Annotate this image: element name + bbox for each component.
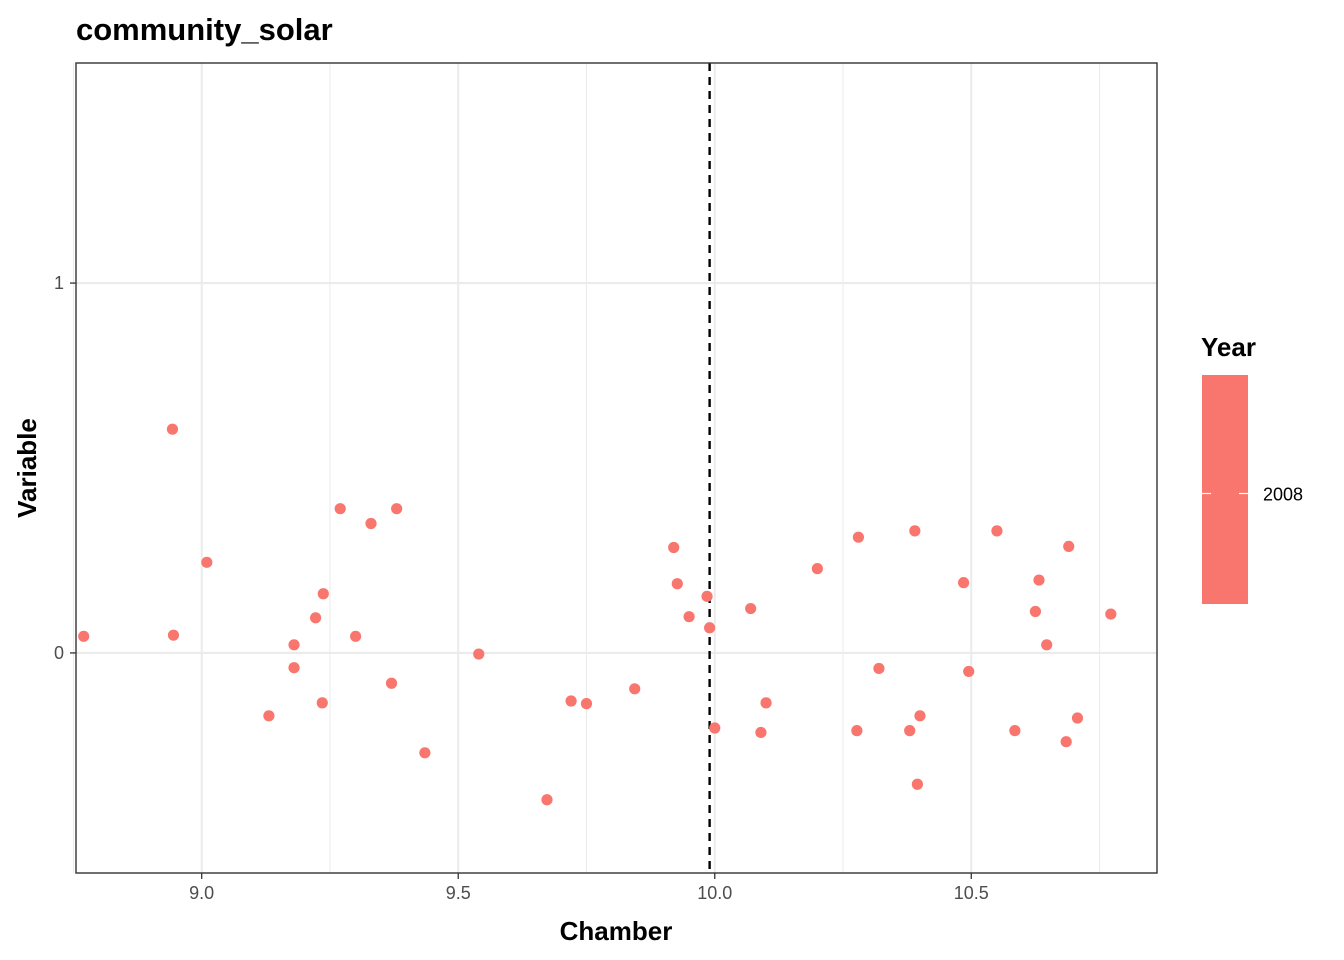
legend-ticks: 2008 (1202, 485, 1303, 505)
data-point (911, 778, 924, 790)
data-point (1071, 712, 1084, 724)
data-point (745, 602, 757, 615)
plot-panel-border (75, 62, 1158, 874)
data-point (629, 683, 641, 695)
data-point (811, 563, 823, 575)
data-point (167, 629, 180, 641)
data-point (873, 662, 885, 675)
data-point (317, 588, 329, 600)
data-point (671, 578, 683, 590)
data-point (704, 622, 716, 634)
minor-gridlines (72, 63, 1101, 873)
chart-title: community_solar (76, 12, 333, 47)
data-point (909, 525, 921, 537)
data-point (755, 726, 767, 739)
data-point (541, 794, 553, 806)
data-point (78, 630, 90, 642)
data-point (580, 698, 593, 710)
data-point (851, 725, 863, 737)
legend: Year 2008 (1201, 332, 1303, 604)
data-point (565, 695, 577, 707)
data-point (1041, 639, 1053, 651)
data-point (709, 722, 721, 734)
data-point (316, 697, 328, 709)
y-tick-label: 1 (54, 273, 64, 293)
major-gridlines (76, 63, 1157, 873)
data-point (385, 677, 398, 689)
data-point (701, 590, 713, 602)
x-axis-title: Chamber (560, 916, 673, 946)
data-point (683, 611, 695, 623)
data-point (914, 710, 926, 722)
data-point (1105, 608, 1117, 620)
data-point (350, 630, 362, 642)
data-point (1063, 540, 1075, 553)
data-point (166, 423, 179, 435)
data-point (963, 665, 975, 678)
data-point (201, 556, 213, 568)
x-tick-label: 10.5 (954, 883, 989, 903)
x-tick-label: 9.0 (189, 883, 214, 903)
data-point (1033, 574, 1045, 586)
data-point (668, 541, 680, 554)
x-axis-ticks: 9.0 9.5 10.0 10.5 (189, 873, 989, 903)
data-point (852, 531, 865, 543)
data-point (288, 639, 300, 651)
plot-panel (76, 63, 1157, 873)
data-point (760, 697, 772, 709)
legend-label: 2008 (1263, 485, 1303, 505)
y-axis-ticks: 01 (54, 273, 76, 663)
data-point (957, 577, 970, 589)
data-point (1029, 605, 1042, 618)
data-point (365, 517, 377, 530)
data-point (991, 525, 1003, 537)
data-point (334, 503, 346, 515)
legend-colorbar (1202, 375, 1248, 604)
data-point (263, 710, 275, 722)
data-point (1060, 736, 1072, 748)
data-point (288, 662, 300, 674)
x-tick-label: 10.0 (697, 883, 732, 903)
data-point (1009, 725, 1021, 737)
data-point (473, 648, 485, 660)
data-point (419, 747, 431, 759)
data-point (309, 612, 322, 624)
y-axis-title: Variable (12, 418, 42, 518)
data-point (391, 503, 403, 515)
data-point (904, 725, 916, 737)
x-tick-label: 9.5 (446, 883, 471, 903)
data-points (78, 423, 1117, 806)
y-tick-label: 0 (54, 643, 64, 663)
legend-title: Year (1201, 332, 1256, 362)
